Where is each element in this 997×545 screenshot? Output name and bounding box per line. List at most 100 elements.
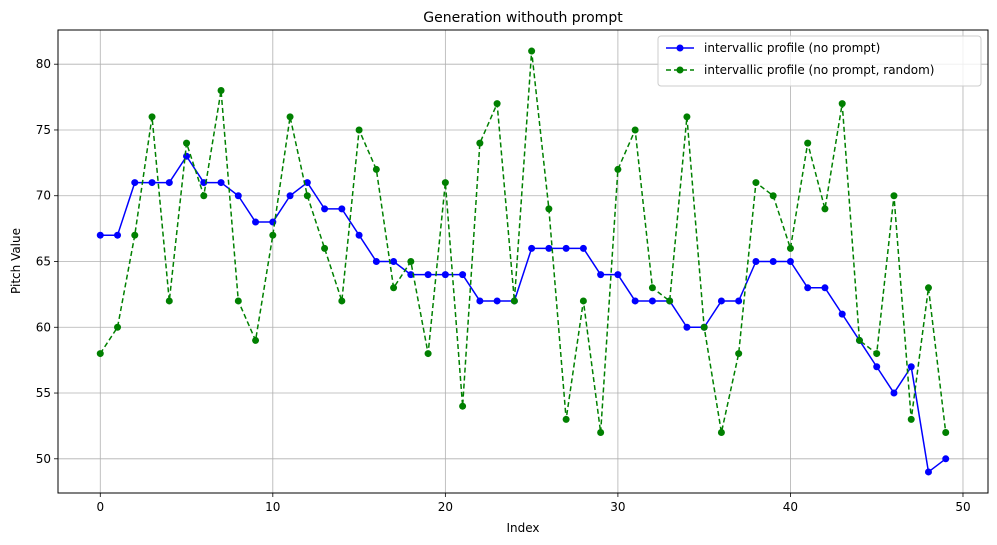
series-1-point [717, 297, 725, 305]
series-2-point [735, 350, 743, 358]
series-1-point [321, 205, 329, 213]
series-1-point [338, 205, 346, 213]
legend-swatch-marker-series-1 [676, 44, 684, 52]
series-2-point [338, 297, 346, 305]
series-1-point [372, 258, 380, 265]
series-1-point [752, 258, 760, 265]
series-2-point [786, 244, 794, 252]
series-2-point [148, 113, 156, 121]
y-tick-label: 50 [36, 452, 51, 466]
series-1-point [579, 244, 587, 252]
series-1-point [476, 297, 484, 305]
series-1-point [769, 258, 777, 265]
series-2-point [510, 297, 518, 305]
series-2-point [648, 284, 656, 292]
series-1-point [165, 179, 173, 187]
series-2-point [252, 336, 260, 344]
y-tick-label: 75 [36, 123, 51, 137]
series-2-point [717, 428, 725, 436]
series-2-point [890, 192, 898, 200]
series-2-point [683, 113, 691, 121]
series-2-point [752, 179, 760, 187]
x-tick-label: 40 [783, 500, 798, 514]
series-2-point [614, 165, 622, 173]
series-1-point [786, 258, 794, 265]
series-2-point [183, 139, 191, 147]
series-1-point [441, 271, 449, 279]
series-2-point [234, 297, 242, 305]
series-2-point [907, 415, 915, 423]
x-tick-label: 20 [438, 500, 453, 514]
legend-label-series-1: intervallic profile (no prompt) [704, 41, 880, 55]
series-1-point [545, 244, 553, 252]
series-1-point [648, 297, 656, 305]
series-2-point [372, 165, 380, 173]
series-1-point [459, 271, 467, 279]
series-2-point [545, 205, 553, 213]
series-1-point [424, 271, 432, 279]
series-2-point [597, 428, 605, 436]
series-2-point [114, 323, 122, 331]
series-1-point [890, 389, 898, 397]
series-2-point [200, 192, 208, 200]
series-1-point [562, 244, 570, 252]
series-2 [96, 47, 950, 436]
series-1-point [390, 258, 398, 265]
series-1-point [493, 297, 501, 305]
series-2-point [424, 350, 432, 358]
series-2-point [666, 297, 674, 305]
series-2-point [821, 205, 829, 213]
series-2-point [838, 100, 846, 108]
series-1-point [873, 363, 881, 371]
x-tick-label: 10 [265, 500, 280, 514]
y-tick-label: 80 [36, 57, 51, 71]
y-tick-label: 55 [36, 386, 51, 400]
series-2-point [528, 47, 536, 55]
series-2-point [459, 402, 467, 410]
series-1-point [631, 297, 639, 305]
series-1-point [234, 192, 242, 200]
legend-label-series-2: intervallic profile (no prompt, random) [704, 63, 934, 77]
series-1-point [804, 284, 812, 292]
series-2-point [873, 350, 881, 358]
series-1-point [683, 323, 691, 331]
series-2-point [131, 231, 139, 239]
x-tick-label: 50 [955, 500, 970, 514]
series-1-line [100, 155, 947, 473]
series-group [96, 47, 950, 476]
series-1-point [614, 271, 622, 279]
x-tick-label: 30 [610, 500, 625, 514]
series-1-point [528, 244, 536, 252]
series-1-point [821, 284, 829, 292]
series-2-point [96, 350, 104, 358]
y-tick-label: 70 [36, 189, 51, 203]
series-1-point [907, 363, 915, 371]
series-1-point [355, 231, 363, 239]
series-1-point [924, 468, 932, 476]
series-2-point [269, 231, 277, 239]
chart-title: Generation withouth prompt [423, 10, 623, 26]
series-1-point [735, 297, 743, 305]
series-2-point [700, 323, 708, 331]
series-1-point [942, 455, 950, 463]
series-1-point [131, 179, 139, 187]
series-2-point [390, 284, 398, 292]
axis-ticks: 0 10 20 30 40 50 50 55 60 65 70 75 80 [36, 57, 971, 514]
y-tick-label: 65 [36, 255, 51, 269]
series-2-line [99, 50, 947, 434]
series-1-point [286, 192, 294, 200]
series-2-point [321, 244, 329, 252]
series-2-point [562, 415, 570, 423]
series-2-point [493, 100, 501, 108]
series-2-point [217, 87, 225, 95]
y-axis-label: Pitch Value [9, 228, 23, 294]
series-2-point [924, 284, 932, 292]
series-2-point [355, 126, 363, 134]
series-2-point [286, 113, 294, 121]
legend-box [657, 35, 982, 87]
series-1-point [148, 179, 156, 187]
legend-swatch-marker-series-2 [676, 66, 684, 74]
grid [58, 30, 988, 493]
x-axis-label: Index [506, 521, 539, 535]
